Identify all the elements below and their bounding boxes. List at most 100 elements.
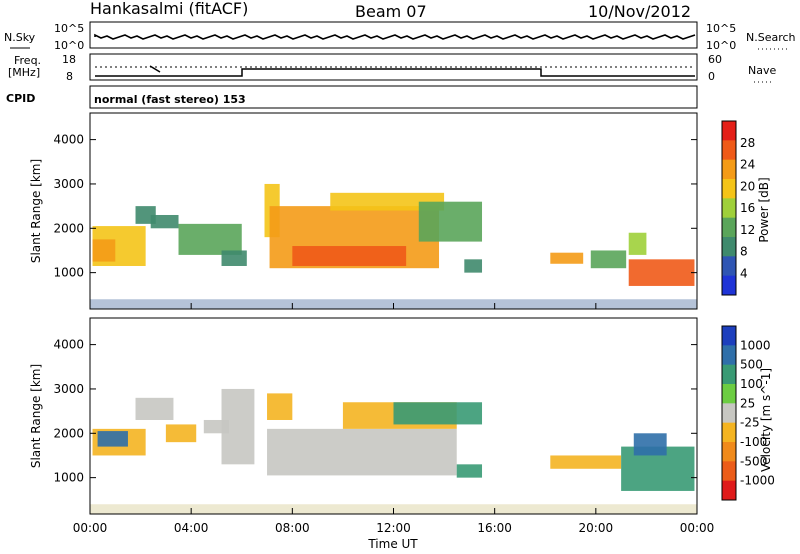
freq-label-line1: Freq.	[14, 54, 41, 67]
data-cell	[590, 250, 627, 269]
velocity-y-axis: 1000 2000 3000 4000	[53, 338, 697, 485]
nsearch-label: N.Search	[746, 31, 796, 44]
data-cell	[267, 393, 293, 420]
data-cell	[135, 397, 174, 420]
cpid-value: normal (fast stereo) 153	[94, 93, 246, 106]
freq-strip-frame	[89, 53, 698, 81]
y-tick-label: 4000	[53, 338, 84, 352]
beam-title: Beam 07	[355, 2, 427, 21]
y-tick-label: 2000	[53, 426, 84, 440]
freq-series-line	[95, 68, 695, 77]
noise-tick-bottom-right: 10^0	[706, 39, 736, 52]
nave-label: Nave	[748, 64, 776, 77]
data-cell	[221, 250, 247, 266]
colorbar-swatch	[722, 364, 736, 385]
colorbar-swatch	[722, 275, 736, 296]
power-colorbar: 4 8 12 16 20 24 28	[721, 120, 755, 296]
colorbar-tick-label: 28	[740, 136, 755, 150]
colorbar-tick-label: 12	[740, 223, 755, 237]
colorbar-swatch	[722, 326, 736, 346]
colorbar-tick-label: 1000	[740, 338, 771, 352]
colorbar-tick-label: 4	[740, 266, 748, 280]
power-y-axis: 1000 2000 3000 4000	[53, 133, 697, 280]
x-tick-label: 04:00	[174, 521, 209, 535]
x-tick-label: 00:00	[680, 521, 715, 535]
colorbar-frame	[721, 120, 737, 296]
colorbar-swatch	[722, 198, 736, 219]
y-tick-label: 3000	[53, 177, 84, 191]
colorbar-tick-label: -100	[740, 435, 767, 449]
power-panel	[90, 183, 697, 309]
colorbar-swatch	[722, 345, 736, 366]
colorbar-swatch	[722, 217, 736, 238]
freq-tick-bottom: 8	[66, 70, 73, 83]
data-cell	[456, 464, 483, 478]
colorbar-swatch	[722, 140, 736, 161]
cpid-label: CPID	[6, 92, 35, 105]
data-cell	[550, 455, 622, 469]
data-cell	[330, 192, 445, 211]
y-tick-label: 2000	[53, 221, 84, 235]
freq-label-line2: [MHz]	[8, 66, 40, 79]
x-axis-label: Time UT	[367, 537, 418, 551]
date-title: 10/Nov/2012	[588, 2, 691, 21]
colorbar-tick-label: 500	[740, 358, 763, 372]
colorbar-tick-label: 16	[740, 201, 755, 215]
data-cell	[628, 232, 647, 255]
velocity-colorbar-label: Velocity [m s^-1]	[759, 368, 773, 472]
freq-tick-top: 18	[62, 53, 76, 66]
freq-glitch-mark	[149, 65, 161, 73]
data-cell	[178, 223, 242, 255]
colorbar-swatch	[722, 256, 736, 277]
colorbar-swatch	[722, 403, 736, 424]
x-tick-label: 12:00	[376, 521, 411, 535]
colorbar-swatch	[722, 384, 736, 404]
colorbar-swatch	[722, 121, 736, 141]
nave-tick-top: 60	[708, 53, 722, 66]
time-x-axis: 00:00 04:00 08:00 12:00 16:00 20:00 00:00	[73, 303, 715, 535]
data-cell	[150, 214, 179, 229]
x-tick-label: 00:00	[73, 521, 108, 535]
colorbar-swatch	[722, 237, 736, 257]
colorbar-tick-label: 24	[740, 158, 755, 172]
data-cell	[393, 402, 483, 425]
velocity-y-label: Slant Range [km]	[29, 364, 43, 468]
data-cell	[97, 431, 128, 447]
y-tick-label: 1000	[53, 471, 84, 485]
colorbar-swatch	[722, 179, 736, 199]
noise-strip-frame	[89, 21, 698, 49]
colorbar-tick-label: 20	[740, 179, 755, 193]
colorbar-swatch	[722, 159, 736, 180]
x-tick-label: 16:00	[477, 521, 512, 535]
data-cell	[628, 259, 695, 286]
colorbar-tick-label: 25	[740, 396, 755, 410]
data-cell	[165, 424, 197, 443]
colorbar-tick-label: -1000	[740, 474, 775, 488]
data-cell	[267, 428, 457, 476]
x-tick-label: 20:00	[579, 521, 614, 535]
velocity-panel	[90, 388, 697, 514]
x-tick-label: 08:00	[275, 521, 310, 535]
station-title: Hankasalmi (fitACF)	[90, 0, 248, 18]
data-cell	[550, 252, 584, 264]
data-cell	[464, 259, 483, 273]
data-cell	[221, 388, 255, 465]
power-y-label: Slant Range [km]	[29, 159, 43, 263]
colorbar-tick-label: 8	[740, 245, 748, 259]
nsky-label: N.Sky	[4, 31, 36, 44]
cpid-strip-frame	[89, 85, 698, 109]
colorbar-swatch	[722, 480, 736, 501]
colorbar-tick-label: 100	[740, 377, 763, 391]
data-cell	[92, 239, 116, 262]
power-colorbar-label: Power [dB]	[757, 177, 771, 242]
noise-series-line	[94, 33, 696, 40]
colorbar-tick-label: -25	[740, 416, 760, 430]
data-cell	[633, 433, 667, 456]
y-tick-label: 3000	[53, 382, 84, 396]
noise-tick-top-left: 10^5	[54, 22, 84, 35]
data-cell	[418, 201, 483, 242]
data-cell	[292, 246, 407, 266]
colorbar-frame	[721, 325, 737, 501]
y-tick-label: 4000	[53, 133, 84, 147]
